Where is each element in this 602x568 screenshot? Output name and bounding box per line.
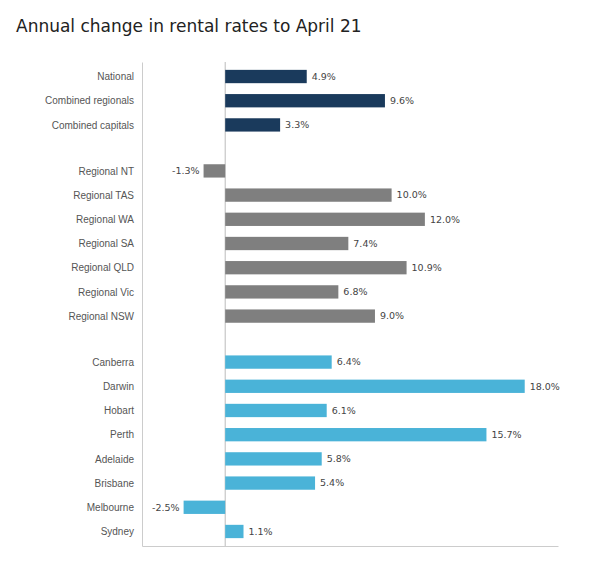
y-tick: Canberra [92, 357, 142, 368]
y-tick: Regional NT [78, 166, 142, 177]
bar [225, 285, 338, 298]
zero-line [225, 62, 226, 546]
bar [225, 309, 375, 322]
y-tick: Hobart [104, 405, 142, 416]
data-label: 5.4% [320, 477, 344, 488]
y-tick-label: Adelaide [95, 454, 134, 465]
data-label: 12.0% [430, 214, 460, 225]
data-label: 6.1% [332, 405, 356, 416]
title: Annual change in rental rates to April 2… [16, 16, 362, 36]
y-tick-label: Darwin [103, 381, 134, 392]
data-label: 15.7% [491, 429, 521, 440]
y-tick: Perth [110, 429, 142, 440]
y-tick: Adelaide [95, 454, 142, 465]
data-label: 9.0% [380, 310, 404, 321]
y-tick-label: Brisbane [95, 478, 135, 489]
y-tick-label: Regional WA [76, 214, 134, 225]
y-tick: Darwin [103, 381, 142, 392]
y-tick: National [97, 71, 142, 82]
data-label: 9.6% [390, 95, 414, 106]
y-axis: National Combined regionals Combined capit… [45, 63, 142, 547]
y-tick-label: Sydney [101, 526, 134, 537]
bars [184, 70, 525, 538]
data-label: -1.3% [172, 165, 200, 176]
bar [225, 213, 425, 226]
data-label: -2.5% [152, 502, 180, 513]
bar [225, 525, 243, 538]
bar [225, 237, 348, 250]
bar [225, 261, 406, 274]
y-tick-label: Regional NT [78, 166, 134, 177]
data-label: 3.3% [285, 119, 309, 130]
y-tick: Regional SA [78, 238, 142, 249]
y-tick: Regional TAS [73, 190, 142, 201]
bar [225, 94, 385, 107]
y-tick: Sydney [101, 526, 142, 537]
y-tick-label: Regional QLD [71, 262, 134, 273]
bar [225, 404, 327, 417]
bar [225, 452, 322, 465]
bar [225, 188, 391, 201]
y-axis-line [142, 63, 143, 547]
data-label: 10.0% [397, 189, 427, 200]
y-tick-label: Regional NSW [68, 311, 134, 322]
data-label: 6.8% [343, 286, 367, 297]
data-label: 1.1% [249, 526, 273, 537]
y-tick: Brisbane [95, 478, 142, 489]
bar [225, 70, 307, 83]
bar [225, 476, 315, 489]
data-label: 7.4% [353, 238, 377, 249]
chart: Annual change in rental rates to April 2… [0, 0, 602, 568]
plot: National Combined regionals Combined capit… [45, 62, 560, 547]
y-tick: Regional QLD [71, 262, 142, 273]
x-axis [143, 546, 559, 547]
y-tick: Regional NSW [68, 311, 142, 322]
data-label: 4.9% [312, 71, 336, 82]
y-tick: Regional Vic [78, 287, 142, 298]
bar [225, 118, 280, 131]
data-label: 18.0% [530, 381, 560, 392]
data-label: 5.8% [327, 453, 351, 464]
bar [184, 501, 226, 514]
x-axis-line [143, 546, 559, 547]
y-tick-label: Hobart [104, 405, 134, 416]
y-tick: Combined regionals [45, 95, 142, 106]
y-tick: Regional WA [76, 214, 142, 225]
y-tick: Melbourne [87, 502, 142, 513]
data-label: 10.9% [412, 262, 442, 273]
y-tick-label: Canberra [92, 357, 134, 368]
bar [204, 164, 226, 177]
bar [225, 428, 486, 441]
y-tick-label: Regional TAS [73, 190, 134, 201]
y-tick-label: Melbourne [87, 502, 135, 513]
data-labels: 4.9% 9.6% 3.3% -1.3% 10.0% 12.0% 7.4% 10.9% 6.8%… [152, 71, 560, 537]
y-tick-label: Perth [110, 429, 134, 440]
y-tick-label: Regional Vic [78, 287, 134, 298]
bar [225, 355, 331, 368]
y-tick-label: Regional SA [78, 238, 134, 249]
y-tick-label: National [97, 71, 134, 82]
y-tick-label: Combined regionals [45, 95, 134, 106]
y-tick-label: Combined capitals [52, 120, 134, 131]
y-tick: Combined capitals [52, 120, 142, 131]
data-label: 6.4% [337, 356, 361, 367]
bar [225, 380, 525, 393]
